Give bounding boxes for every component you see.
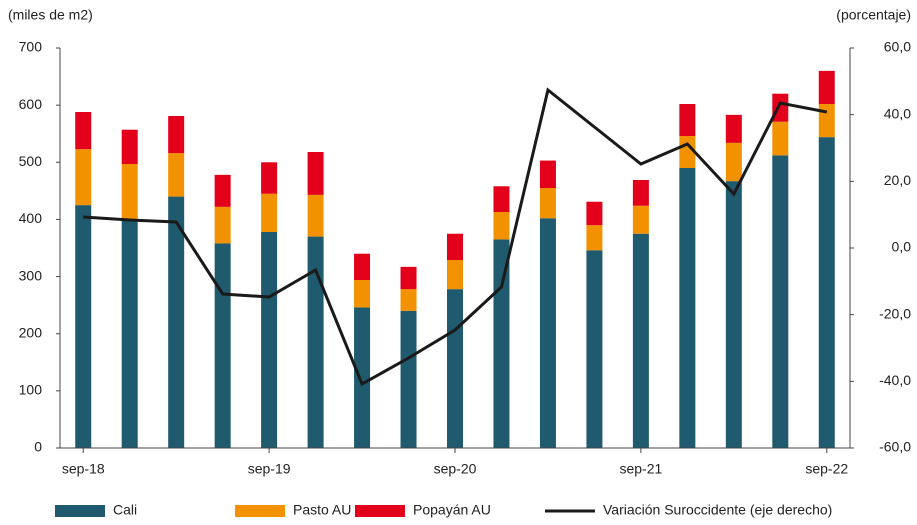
bar	[493, 212, 510, 240]
bar	[632, 233, 649, 448]
bar	[168, 116, 185, 154]
legend-swatch	[355, 505, 405, 517]
bar	[400, 310, 417, 448]
legend-label: Pasto AU	[293, 502, 351, 518]
bar	[214, 243, 231, 448]
bar	[261, 232, 278, 448]
bar	[493, 186, 510, 212]
y2-tick-label: -60,0	[879, 439, 911, 455]
line	[83, 87, 828, 387]
bar	[214, 174, 231, 207]
bar	[818, 70, 835, 104]
legend-swatch	[55, 505, 105, 517]
bar	[121, 164, 138, 220]
y2-tick-label: 40,0	[884, 105, 911, 121]
y-tick-label: 100	[19, 382, 43, 398]
x-tick-label: sep-21	[619, 461, 662, 477]
y2-tick-label: 60,0	[884, 39, 911, 55]
bar	[632, 205, 649, 234]
bar	[679, 104, 696, 136]
bar	[539, 160, 556, 188]
legend-swatch	[235, 505, 285, 517]
y2-tick-label: -40,0	[879, 372, 911, 388]
left-axis-label: (miles de m2)	[8, 7, 93, 23]
bar	[725, 142, 742, 182]
bar	[354, 307, 371, 448]
bar	[168, 196, 185, 448]
bar	[307, 236, 324, 448]
bar	[539, 188, 556, 219]
y-tick-label: 500	[19, 153, 43, 169]
y-tick-label: 400	[19, 210, 43, 226]
bar	[586, 225, 603, 251]
bar	[168, 153, 185, 197]
bar	[818, 104, 835, 138]
bar	[539, 218, 556, 448]
y2-tick-label: 0,0	[892, 239, 912, 255]
bar	[725, 181, 742, 448]
bar	[261, 162, 278, 194]
bar	[400, 266, 417, 290]
bar	[818, 137, 835, 448]
bar	[447, 260, 463, 290]
bar	[354, 280, 371, 308]
bar	[679, 136, 696, 168]
x-tick-label: sep-19	[248, 461, 291, 477]
bar	[586, 201, 603, 226]
bar	[307, 194, 324, 237]
bar	[586, 250, 603, 448]
y2-tick-label: 20,0	[884, 172, 911, 188]
bar	[679, 168, 696, 448]
bar	[447, 233, 463, 260]
legend-label: Popayán AU	[413, 502, 491, 518]
y-tick-label: 200	[19, 324, 43, 340]
bar	[75, 149, 92, 206]
y-tick-label: 0	[34, 439, 42, 455]
bar	[121, 129, 138, 164]
x-tick-label: sep-20	[434, 461, 477, 477]
bar	[725, 114, 742, 143]
y-tick-label: 700	[19, 39, 43, 55]
bar	[75, 205, 92, 448]
bar	[214, 206, 231, 244]
x-tick-label: sep-18	[62, 461, 105, 477]
bar	[772, 155, 789, 448]
bar	[121, 219, 138, 448]
bar	[261, 193, 278, 232]
legend-label: Cali	[113, 502, 137, 518]
y2-tick-label: -20,0	[879, 305, 911, 321]
right-axis-label: (porcentaje)	[836, 7, 911, 23]
y-tick-label: 600	[19, 96, 43, 112]
bar	[493, 239, 510, 448]
bar	[447, 289, 463, 448]
x-tick-label: sep-22	[805, 461, 848, 477]
bar	[772, 93, 789, 122]
bar	[400, 289, 417, 311]
bar	[354, 253, 371, 280]
bar	[307, 152, 324, 195]
bar	[75, 112, 92, 150]
legend-label: Variación Suroccidente (eje derecho)	[603, 502, 832, 518]
bar	[632, 180, 649, 206]
y-tick-label: 300	[19, 267, 43, 283]
bar	[772, 121, 789, 156]
